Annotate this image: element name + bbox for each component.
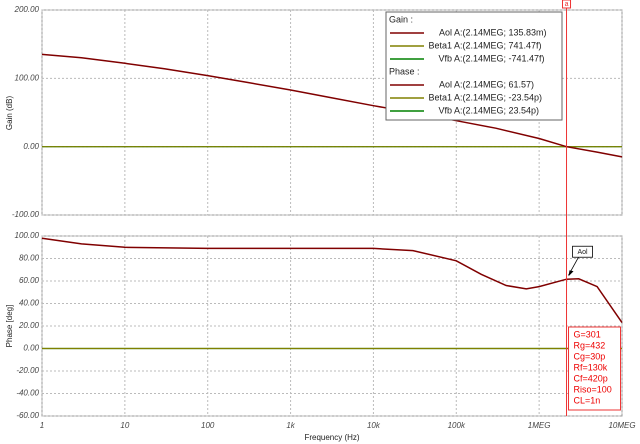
- x-tick-label: 1MEG: [528, 421, 551, 430]
- x-tick-label: 10MEG: [608, 421, 635, 430]
- parameter: Cf=420p: [574, 373, 608, 383]
- y-tick-label: -100.00: [12, 210, 40, 219]
- legend-name: Beta1: [428, 40, 452, 50]
- legend-readout: A:(2.14MEG; 23.54p): [454, 105, 539, 115]
- legend-name: Aol: [439, 27, 452, 37]
- legend-title: Phase :: [389, 66, 420, 76]
- y-tick-label: 200.00: [14, 5, 40, 14]
- y-tick-label: 100.00: [15, 73, 40, 82]
- y-tick-label: 80.00: [19, 254, 40, 263]
- legend-name: Vfb: [438, 105, 452, 115]
- y-axis-label: Phase [deg]: [5, 305, 14, 348]
- legend-readout: A:(2.14MEG; 741.47f): [454, 40, 542, 50]
- legend-name: Beta1: [428, 92, 452, 102]
- x-axis-label: Frequency (Hz): [304, 433, 359, 442]
- legend-readout: A:(2.14MEG; -741.47f): [454, 53, 545, 63]
- y-tick-label: -20.00: [16, 366, 39, 375]
- y-tick-label: 100.00: [15, 231, 40, 240]
- y-tick-label: -60.00: [16, 411, 39, 420]
- legend-readout: A:(2.14MEG; 135.83m): [454, 27, 547, 37]
- legend-readout: A:(2.14MEG; 61.57): [454, 79, 534, 89]
- y-tick-label: 60.00: [19, 276, 40, 285]
- x-tick-label: 100k: [448, 421, 466, 430]
- arrow-head: [568, 270, 574, 277]
- x-tick-label: 10k: [367, 421, 381, 430]
- parameter: CL=1n: [574, 395, 601, 405]
- parameter: Rg=432: [574, 340, 606, 350]
- cursor-label: a: [565, 1, 569, 8]
- x-tick-label: 1: [40, 421, 44, 430]
- series-line: [41, 237, 623, 324]
- parameter: G=301: [574, 329, 601, 339]
- parameter: Riso=100: [574, 384, 612, 394]
- parameter: Cg=30p: [574, 351, 606, 361]
- x-tick-label: 10: [120, 421, 129, 430]
- y-tick-label: -40.00: [16, 389, 39, 398]
- y-axis-label: Gain (dB): [5, 96, 14, 131]
- legend-title: Gain :: [389, 14, 413, 24]
- y-tick-label: 0.00: [23, 142, 39, 151]
- parameter: Rf=130k: [574, 362, 608, 372]
- cursor-handle: [562, 0, 572, 9]
- legend: [385, 11, 563, 121]
- legend-name: Aol: [439, 79, 452, 89]
- x-tick-label: 1k: [286, 421, 295, 430]
- y-tick-label: 40.00: [19, 299, 40, 308]
- x-tick-label: 100: [201, 421, 215, 430]
- y-tick-label: 20.00: [18, 321, 40, 330]
- legend-readout: A:(2.14MEG; -23.54p): [454, 92, 542, 102]
- label-box: [572, 245, 593, 258]
- parameter-box: [568, 326, 622, 411]
- series-line: [41, 53, 623, 158]
- y-tick-label: 0.00: [23, 344, 39, 353]
- point-label: Aol: [577, 249, 588, 256]
- legend-name: Vfb: [438, 53, 452, 63]
